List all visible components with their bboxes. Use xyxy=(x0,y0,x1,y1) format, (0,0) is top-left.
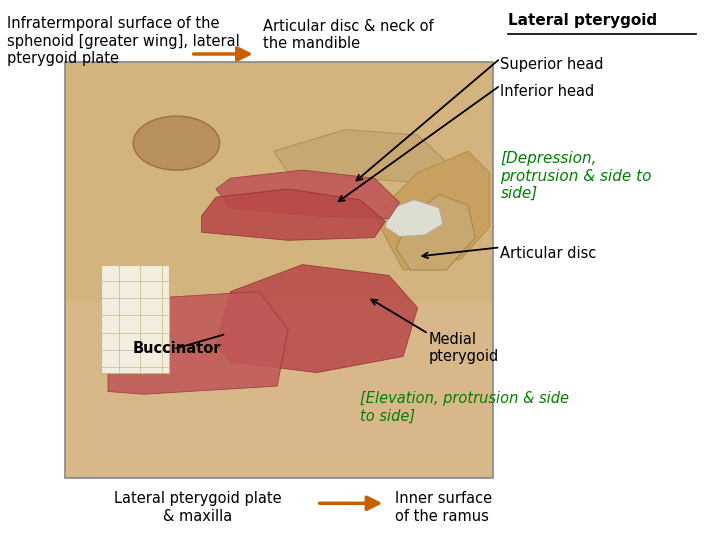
Polygon shape xyxy=(216,265,418,373)
FancyBboxPatch shape xyxy=(101,265,169,373)
Text: Medial
pterygoid: Medial pterygoid xyxy=(428,332,499,365)
Polygon shape xyxy=(202,189,385,240)
Text: Inner surface
of the ramus: Inner surface of the ramus xyxy=(395,491,492,524)
Text: Lateral pterygoid: Lateral pterygoid xyxy=(508,14,657,29)
Polygon shape xyxy=(216,170,400,219)
Text: Articular disc & neck of
the mandible: Articular disc & neck of the mandible xyxy=(263,19,433,51)
Text: Inferior head: Inferior head xyxy=(500,84,595,99)
Text: Articular disc: Articular disc xyxy=(500,246,597,261)
FancyBboxPatch shape xyxy=(65,62,493,303)
Text: Buccinator: Buccinator xyxy=(132,341,220,356)
Ellipse shape xyxy=(133,116,220,170)
Text: [Depression,
protrusion & side to
side]: [Depression, protrusion & side to side] xyxy=(500,151,652,201)
Text: [Elevation, protrusion & side
to side]: [Elevation, protrusion & side to side] xyxy=(360,392,569,424)
Polygon shape xyxy=(374,151,490,270)
Polygon shape xyxy=(274,130,446,184)
Polygon shape xyxy=(385,200,443,237)
Text: Infratermporal surface of the
sphenoid [greater wing], lateral
pterygoid plate: Infratermporal surface of the sphenoid [… xyxy=(7,16,240,66)
Polygon shape xyxy=(396,194,475,270)
FancyBboxPatch shape xyxy=(65,62,493,478)
Polygon shape xyxy=(108,292,288,394)
Text: Lateral pterygoid plate
& maxilla: Lateral pterygoid plate & maxilla xyxy=(114,491,282,524)
Text: Superior head: Superior head xyxy=(500,57,604,72)
